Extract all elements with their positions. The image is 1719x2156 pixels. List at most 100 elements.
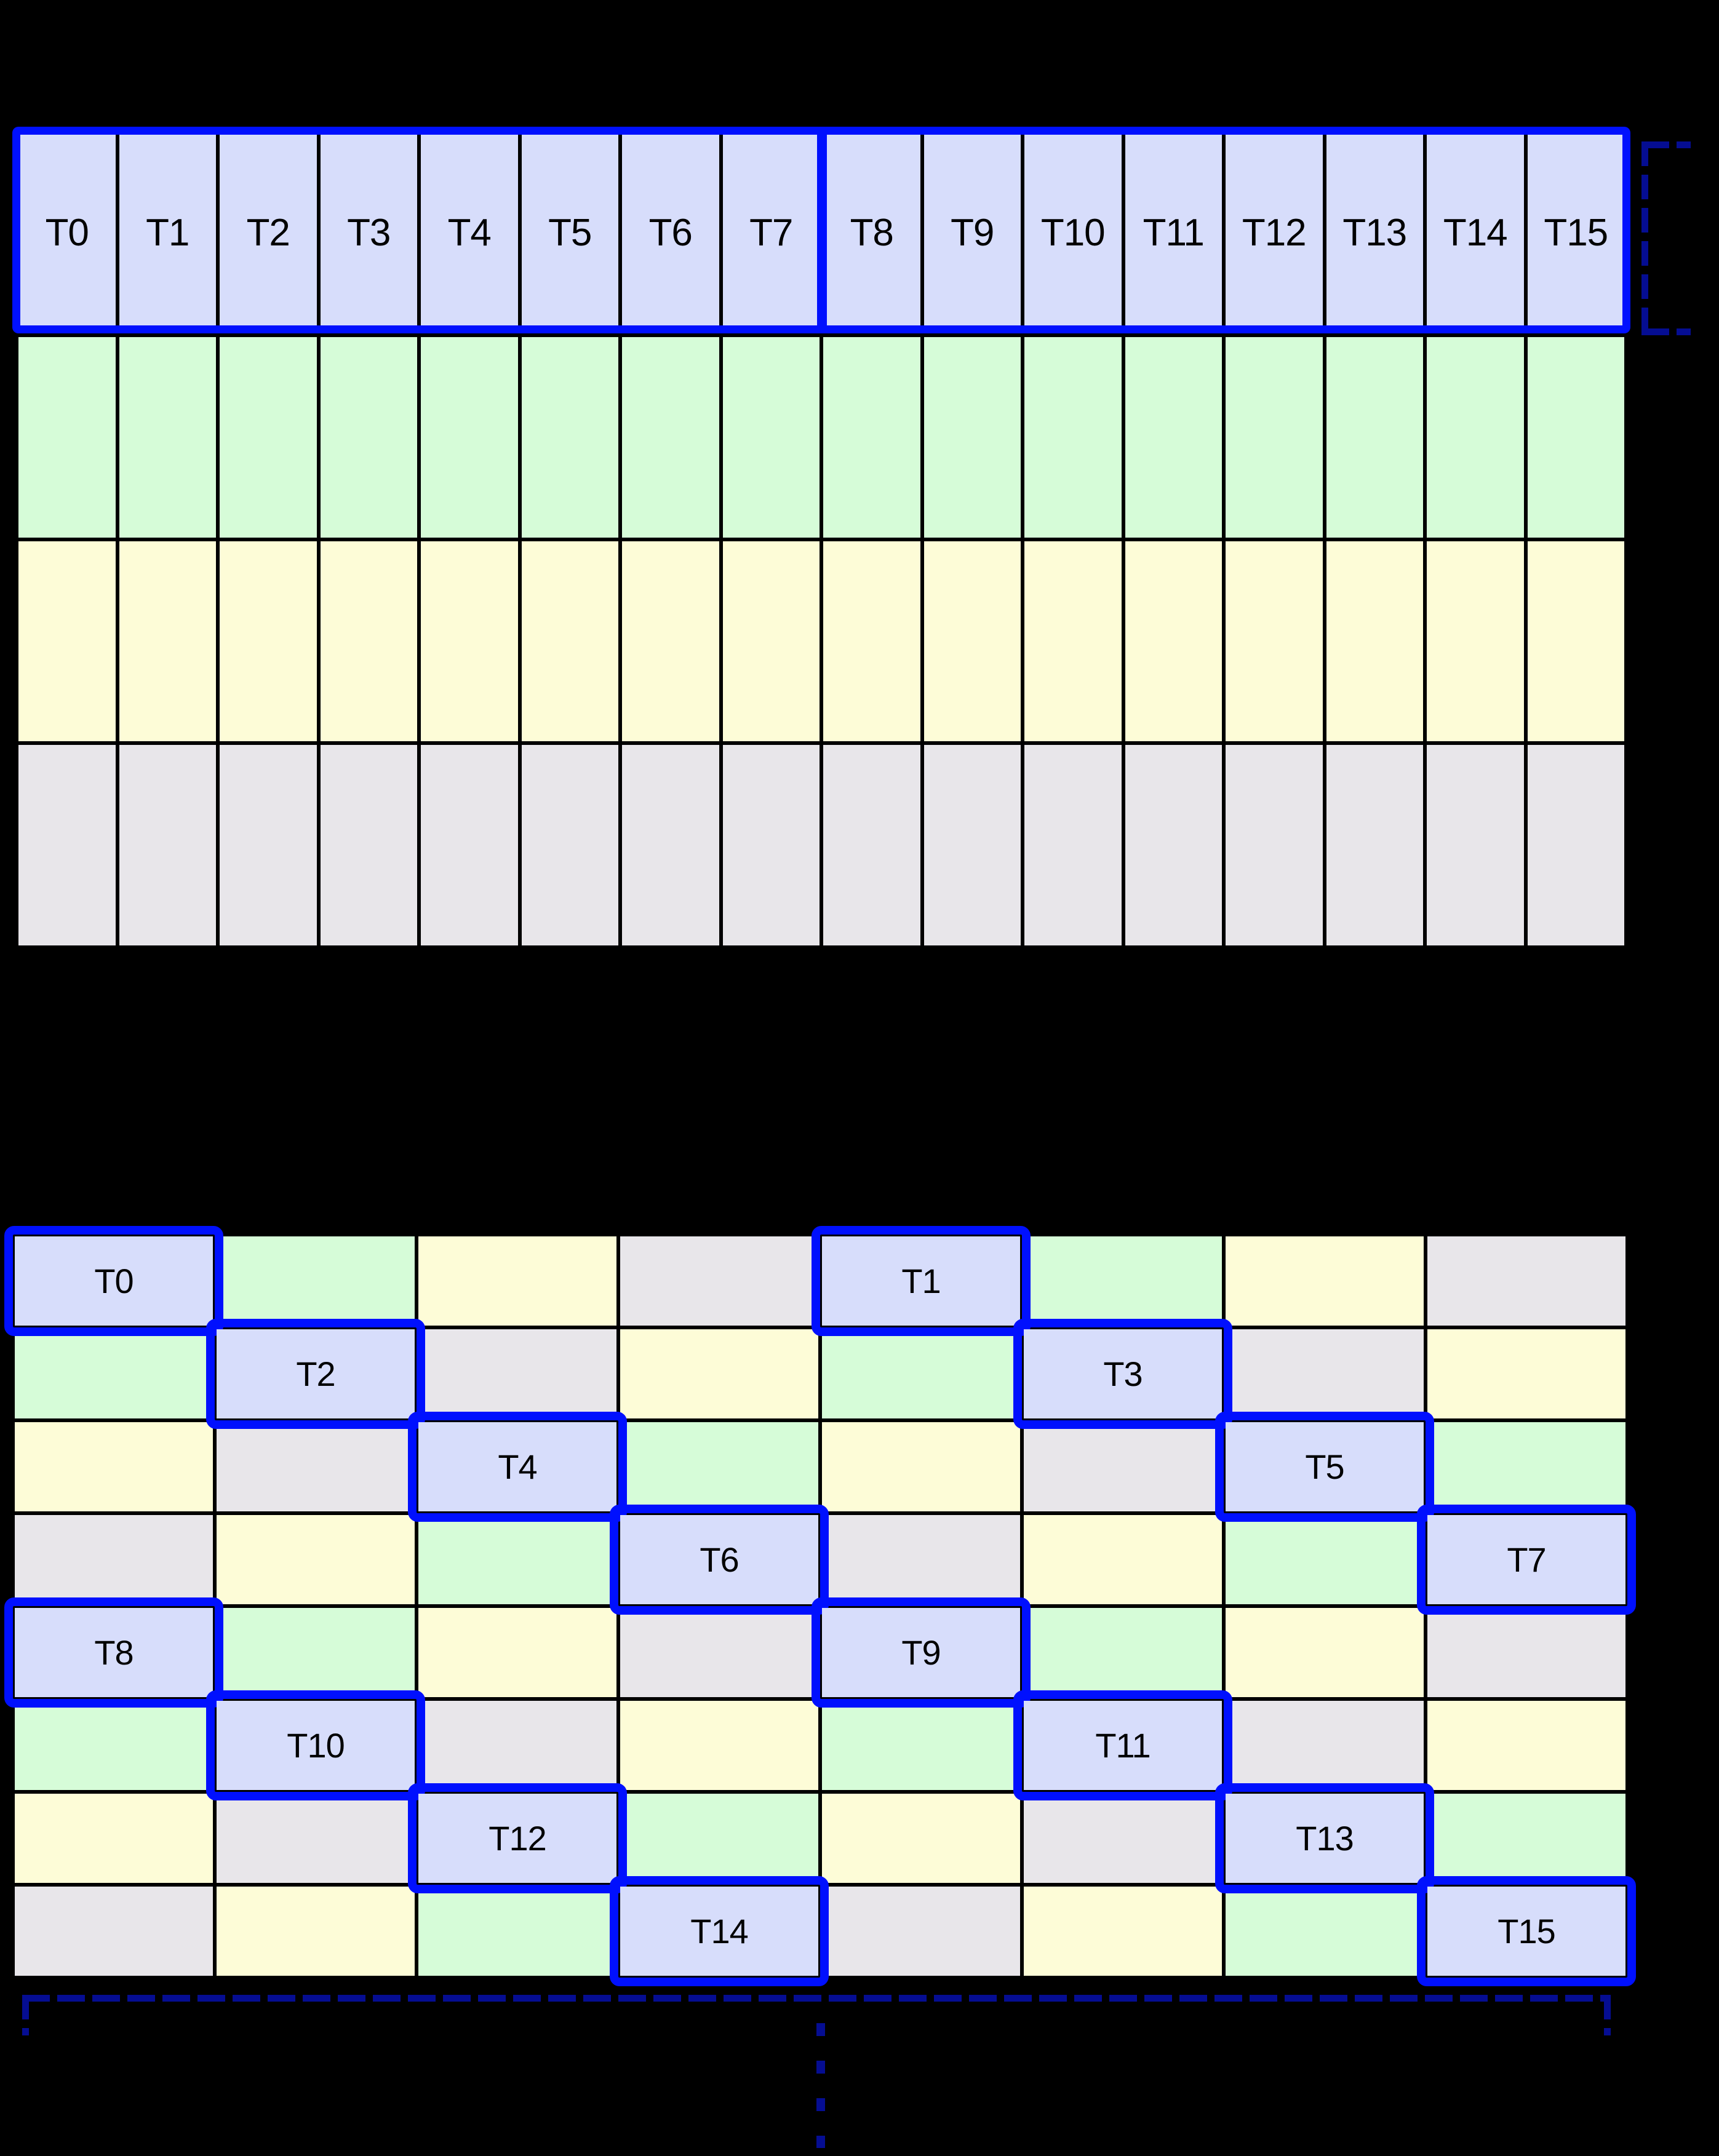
grid1-gray-cell	[1326, 745, 1423, 945]
grid1-gray-cell	[521, 745, 618, 945]
grid2-green-cell	[418, 1515, 616, 1604]
grid1-gray-cell	[18, 745, 116, 945]
grid1-thread-cell-t4: T4	[421, 133, 518, 333]
grid1-gray-cell	[1024, 745, 1122, 945]
grid1-green-cell	[722, 336, 820, 538]
grid1-green-cell	[1427, 336, 1524, 538]
grid1-gray-cell	[220, 745, 317, 945]
grid1-thread-cell-t14: T14	[1427, 133, 1524, 333]
grid1-thread-cell-t11: T11	[1125, 133, 1222, 333]
grid2-gray-cell	[1024, 1794, 1222, 1883]
grid2-gray-cell	[418, 1701, 616, 1790]
grid1-thread-cell-t9: T9	[923, 133, 1021, 333]
grid1-gray-cell	[1125, 745, 1222, 945]
grid1-green-cell	[1326, 336, 1423, 538]
grid1-green-cell	[119, 336, 216, 538]
grid2-green-cell	[15, 1329, 213, 1418]
grid2-thread-cell-t3: T3	[1013, 1319, 1232, 1429]
grid2-gray-cell	[822, 1887, 1020, 1976]
grid2-yellow-cell	[1226, 1608, 1424, 1697]
grid2-green-cell	[418, 1887, 616, 1976]
grid2-yellow-cell	[620, 1701, 818, 1790]
grid1-green-cell	[1226, 336, 1323, 538]
grid2-green-cell	[217, 1608, 415, 1697]
grid2-yellow-cell	[217, 1515, 415, 1604]
grid1-gray-cell	[1427, 745, 1524, 945]
grid1-yellow-cell	[1427, 541, 1524, 742]
grid2-yellow-cell	[15, 1794, 213, 1883]
continuation-ellipsis	[816, 2023, 825, 2148]
grid1-gray-cell	[722, 745, 820, 945]
grid1-gray-cell	[421, 745, 518, 945]
grid2-gray-cell	[1024, 1422, 1222, 1511]
grid1-thread-cell-t2: T2	[220, 133, 317, 333]
grid1-thread-cell-t3: T3	[320, 133, 417, 333]
header-row-bracket-line	[1641, 141, 1648, 335]
grid1-yellow-cell	[320, 541, 417, 742]
grid1-gray-cell	[823, 745, 920, 945]
grid2-gray-cell	[15, 1887, 213, 1976]
grid2-yellow-cell	[1024, 1887, 1222, 1976]
grid1-thread-cell-t15: T15	[1527, 133, 1624, 333]
grid2-thread-cell-t5: T5	[1215, 1412, 1434, 1522]
grid1-yellow-cell	[1024, 541, 1122, 742]
grid1-green-cell	[1125, 336, 1222, 538]
grid2-yellow-cell	[822, 1794, 1020, 1883]
grid2-thread-cell-t13: T13	[1215, 1783, 1434, 1893]
thread-row-access-grid: T0 T1 T2 T3 T4 T5 T6 T7 T8 T9 T10 T11 T12 T13 T14 T15	[12, 127, 1630, 950]
grid2-gray-cell	[620, 1608, 818, 1697]
grid1-yellow-cell	[722, 541, 820, 742]
grid1-gray-cell	[622, 745, 719, 945]
grid1-yellow-cell	[1326, 541, 1423, 742]
grid1-yellow-cell	[622, 541, 719, 742]
grid1-green-cell	[823, 336, 920, 538]
grid2-green-cell	[15, 1701, 213, 1790]
grid1-gray-cell	[923, 745, 1021, 945]
grid2-yellow-cell	[418, 1608, 616, 1697]
grid1-yellow-cell	[119, 541, 216, 742]
grid2-yellow-cell	[1024, 1515, 1222, 1604]
grid2-green-cell	[217, 1236, 415, 1326]
grid2-thread-cell-t15: T15	[1417, 1876, 1636, 1986]
grid2-thread-cell-t12: T12	[408, 1783, 627, 1893]
grid1-thread-cell-t7: T7	[722, 133, 820, 333]
grid2-thread-cell-t4: T4	[408, 1412, 627, 1522]
swizzled-access-grid: T0 T1 T2 T3 T4 T5 T6 T7 T8 T9 T10 T11 T12 T13 T14 T15	[4, 1226, 1636, 1986]
grid2-yellow-cell	[1427, 1701, 1625, 1790]
grid2-gray-cell	[620, 1236, 818, 1326]
grid1-yellow-cell	[220, 541, 317, 742]
grid2-gray-cell	[217, 1422, 415, 1511]
header-row-bracket-bottom-arm	[1641, 328, 1691, 335]
grid1-green-cell	[18, 336, 116, 538]
grid2-gray-cell	[1226, 1329, 1424, 1418]
grid2-thread-cell-t9: T9	[812, 1597, 1031, 1708]
grid2-gray-cell	[822, 1515, 1020, 1604]
grid1-yellow-cell	[923, 541, 1021, 742]
grid2-thread-cell-t10: T10	[206, 1690, 425, 1800]
grid2-yellow-cell	[1427, 1329, 1625, 1418]
grid2-green-cell	[1427, 1422, 1625, 1511]
grid2-yellow-cell	[217, 1887, 415, 1976]
grid1-yellow-cell	[1527, 541, 1624, 742]
grid1-thread-cell-t10: T10	[1024, 133, 1122, 333]
bottom-span-bracket-right-tick	[1604, 1995, 1611, 2035]
grid2-green-cell	[1024, 1236, 1222, 1326]
grid2-green-cell	[822, 1701, 1020, 1790]
grid1-green-cell	[923, 336, 1021, 538]
grid2-yellow-cell	[620, 1329, 818, 1418]
grid1-thread-cell-t12: T12	[1226, 133, 1323, 333]
bottom-span-bracket-left-tick	[22, 1995, 29, 2035]
grid1-green-cell	[320, 336, 417, 538]
grid1-yellow-cell	[823, 541, 920, 742]
grid1-thread-cell-t8: T8	[823, 133, 920, 333]
grid2-green-cell	[1226, 1887, 1424, 1976]
grid1-gray-cell	[1226, 745, 1323, 945]
grid2-gray-cell	[1427, 1608, 1625, 1697]
grid2-gray-cell	[418, 1329, 616, 1418]
grid2-green-cell	[620, 1794, 818, 1883]
grid2-thread-cell-t11: T11	[1013, 1690, 1232, 1800]
grid1-yellow-cell	[18, 541, 116, 742]
grid2-thread-cell-t1: T1	[812, 1226, 1031, 1336]
grid1-thread-cell-t0: T0	[18, 133, 116, 333]
grid2-yellow-cell	[1226, 1236, 1424, 1326]
